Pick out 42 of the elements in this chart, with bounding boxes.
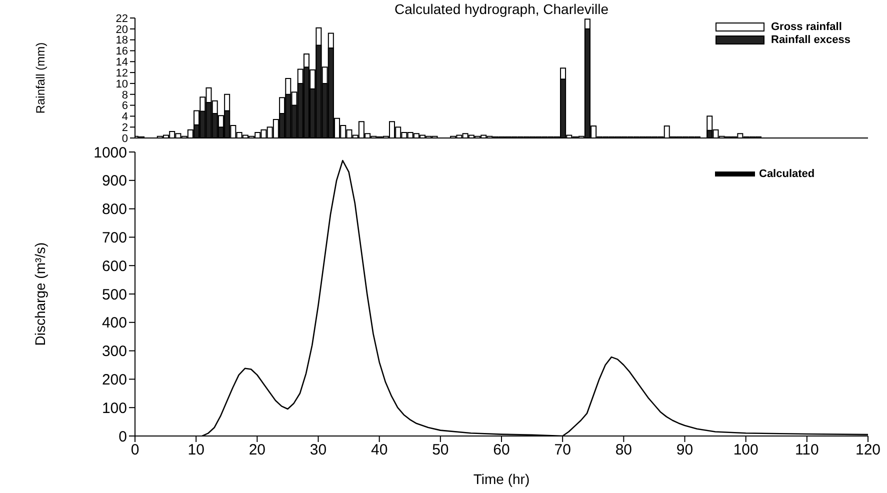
x-tick-label: 110 bbox=[794, 442, 819, 459]
x-tick-label: 10 bbox=[188, 442, 204, 459]
x-tick-label: 120 bbox=[855, 442, 881, 459]
y-tick-label: 20 bbox=[116, 24, 128, 36]
y-tick-label: 700 bbox=[102, 230, 127, 247]
legend-label: Rainfall excess bbox=[771, 34, 850, 46]
y-tick-label: 500 bbox=[102, 286, 127, 304]
chart-title: Calculated hydrograph, Charleville bbox=[393, 0, 610, 18]
x-tick-label: 60 bbox=[493, 442, 510, 459]
y-tick-label: 300 bbox=[102, 343, 127, 360]
legend-label: Calculated bbox=[759, 168, 815, 180]
y-tick-label: 16 bbox=[116, 46, 128, 58]
y-tick-label: 22 bbox=[116, 12, 128, 25]
y-tick-label: 400 bbox=[102, 314, 127, 332]
legend-label: Gross rainfall bbox=[771, 20, 842, 32]
y-tick-label: 0 bbox=[118, 428, 127, 446]
y-tick-label: 18 bbox=[116, 34, 128, 47]
x-tick-label: 80 bbox=[615, 442, 632, 459]
y-tick-label: 2 bbox=[122, 122, 128, 134]
x-tick-label: 70 bbox=[554, 442, 571, 459]
x-tick-label: 40 bbox=[370, 442, 388, 459]
y-tick-label: 0 bbox=[122, 132, 128, 145]
y-tick-label: 100 bbox=[102, 400, 127, 417]
y-tick-label: 1000 bbox=[94, 144, 127, 162]
x-tick-label: 30 bbox=[310, 442, 327, 459]
y-tick-label: 200 bbox=[102, 372, 127, 389]
y-tick-label: 4 bbox=[122, 111, 128, 124]
y-axis-title: Rainfall (mm) bbox=[33, 42, 48, 114]
y-tick-label: 8 bbox=[122, 89, 128, 102]
y-tick-label: 800 bbox=[102, 201, 127, 218]
y-axis-title: Discharge (m³/s) bbox=[32, 242, 48, 346]
x-tick-label: 90 bbox=[676, 442, 694, 459]
y-tick-label: 10 bbox=[116, 78, 128, 90]
x-tick-label: 50 bbox=[432, 442, 449, 459]
y-tick-label: 900 bbox=[102, 172, 127, 190]
y-tick-label: 14 bbox=[116, 56, 128, 69]
x-tick-label: 20 bbox=[248, 442, 266, 459]
y-tick-label: 600 bbox=[102, 258, 127, 275]
y-tick-label: 12 bbox=[116, 67, 128, 80]
y-tick-label: 6 bbox=[122, 100, 128, 112]
x-tick-label: 100 bbox=[733, 442, 758, 459]
x-axis-title: Time (hr) bbox=[473, 471, 530, 487]
